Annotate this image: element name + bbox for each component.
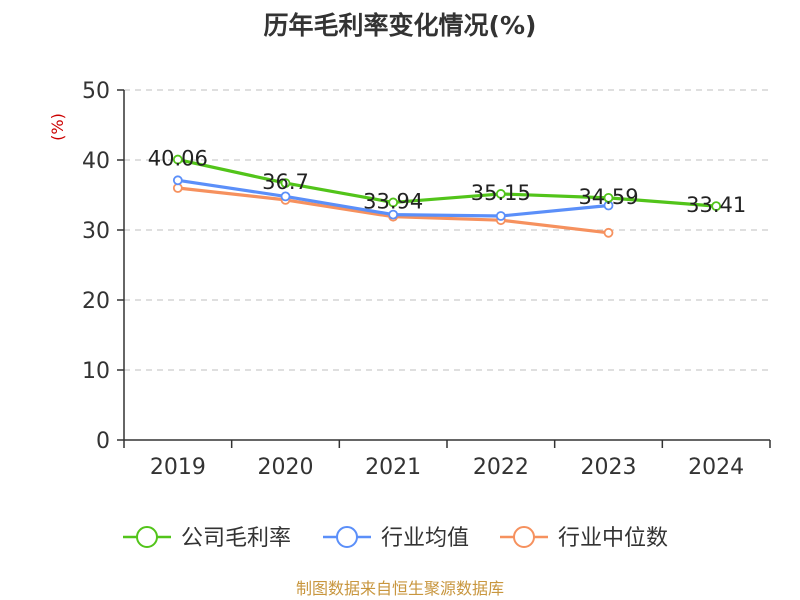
- series-1: [172, 175, 614, 221]
- x-tick-label: 2019: [150, 455, 206, 480]
- series-0: [172, 154, 722, 212]
- legend-item-1: 行业均值: [323, 526, 469, 551]
- data-point: [711, 201, 722, 212]
- data-point: [603, 227, 614, 238]
- data-label: 34.59: [578, 185, 638, 209]
- legend: 公司毛利率 行业均值 行业中位数: [123, 526, 668, 551]
- data-point: [495, 211, 506, 221]
- legend-item-0: 公司毛利率: [123, 526, 291, 551]
- y-axis-unit-label: (%): [48, 113, 67, 141]
- y-tick-label: 50: [82, 79, 110, 104]
- chart-title: 历年毛利率变化情况(%): [264, 11, 537, 40]
- x-tick-label: 2020: [258, 455, 314, 480]
- data-point: [280, 178, 291, 189]
- data-point: [495, 189, 506, 199]
- legend-swatch-marker: [336, 526, 358, 548]
- legend-label: 公司毛利率: [181, 526, 291, 551]
- y-tick-label: 20: [82, 289, 110, 314]
- data-labels: 40.06 36.7 33.94 35.15 34.59 33.41: [148, 147, 746, 218]
- legend-label: 行业均值: [381, 526, 469, 551]
- y-tick-label: 40: [82, 149, 110, 174]
- axes: 0 10 20 30 40 50 2019 2020 2021 2022 2023 2024: [82, 79, 771, 480]
- data-point: [388, 209, 399, 220]
- series-line: [176, 157, 718, 208]
- grid-lines: [124, 89, 770, 371]
- legend-swatch-marker: [513, 526, 535, 548]
- y-tick-label: 0: [96, 429, 110, 454]
- data-label: 33.94: [363, 189, 423, 213]
- legend-swatch-marker: [136, 526, 158, 548]
- x-tick-label: 2023: [581, 455, 637, 480]
- legend-label: 行业中位数: [558, 526, 668, 551]
- y-tick-label: 30: [82, 219, 110, 244]
- x-tick-label: 2021: [365, 455, 421, 480]
- data-point: [280, 191, 291, 202]
- data-point: [603, 192, 614, 203]
- legend-item-2: 行业中位数: [500, 526, 668, 551]
- data-point: [172, 154, 183, 165]
- data-point: [388, 197, 399, 208]
- data-label: 35.15: [471, 181, 531, 205]
- source-note: 制图数据来自恒生聚源数据库: [296, 579, 504, 598]
- x-tick-label: 2022: [473, 455, 529, 480]
- data-point: [172, 175, 183, 186]
- x-tick-label: 2024: [688, 455, 744, 480]
- plot-area: [172, 154, 722, 238]
- data-label: 36.7: [262, 170, 309, 194]
- data-label: 40.06: [148, 147, 208, 171]
- y-tick-label: 10: [82, 359, 110, 384]
- data-label: 33.41: [686, 193, 746, 217]
